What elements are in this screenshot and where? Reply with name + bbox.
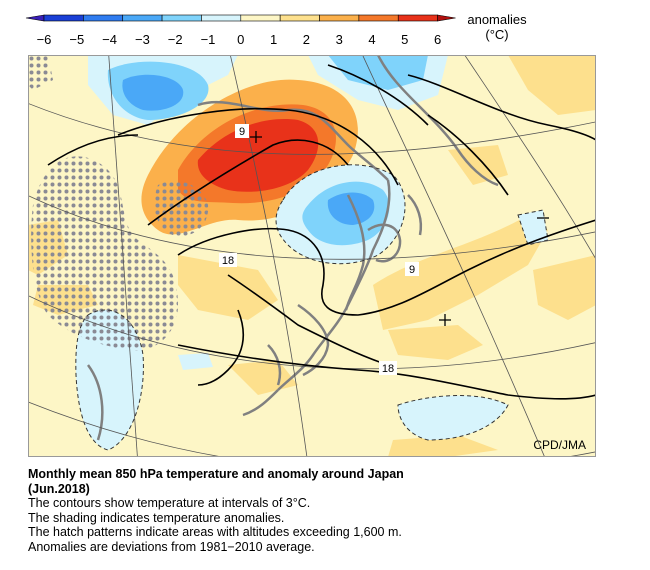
legend-title: anomalies (°C) [462, 12, 532, 42]
colorbar-arrow-high [437, 14, 456, 22]
contour-line [147, 139, 349, 226]
cool-area [122, 74, 184, 111]
caption-line: The hatch patterns indicate areas with a… [28, 525, 402, 539]
colorbar-cell [397, 14, 438, 22]
colorbar-cell [161, 14, 202, 22]
caption-subtitle: (Jun.2018) [28, 481, 90, 496]
colorbar-cell [43, 14, 84, 22]
contour-labels: 9 18 9 18 [219, 124, 419, 375]
colorbar-tick-label: 3 [336, 32, 343, 47]
contour-line [47, 134, 139, 166]
zero-anomaly-lines [75, 164, 549, 451]
contour-line [177, 344, 596, 400]
colorbar-tick-label: −3 [135, 32, 150, 47]
colorbar-tick-label: 5 [401, 32, 408, 47]
caption-line: Anomalies are deviations from 1981−2010 … [28, 539, 315, 554]
contour-line [197, 309, 244, 386]
cool-area [328, 55, 428, 90]
map-frame [28, 55, 596, 457]
colorbar-tick-label: 0 [237, 32, 244, 47]
contour-line [407, 74, 596, 141]
contour-label: 18 [222, 255, 234, 267]
caption-line: The shading indicates temperature anomal… [28, 510, 285, 525]
contour-line [227, 274, 389, 366]
contour-label: 9 [409, 264, 415, 276]
colorbar-cell [319, 14, 360, 22]
caption-line: The contours show temperature at interva… [28, 496, 311, 510]
colorbar-tick-label: −2 [168, 32, 183, 47]
colorbar-tick-label: −5 [69, 32, 84, 47]
warm-area [533, 255, 596, 320]
colorbar-tick-label: −6 [37, 32, 52, 47]
coastline [86, 364, 104, 441]
colorbar-tick-label: 4 [368, 32, 375, 47]
plus-marker [250, 131, 262, 143]
colorbar-tick-label: 6 [434, 32, 441, 47]
coastline [297, 303, 330, 377]
plus-marker [439, 314, 451, 326]
colorbar-cell [358, 14, 399, 22]
anomaly-map: 9 18 9 18 CPD/JMA [28, 55, 596, 457]
coastline [367, 223, 402, 263]
contour-label: 18 [382, 363, 394, 375]
colorbar-ticks: −6 −5 −4 −3 −2 −1 0 1 2 3 4 5 6 [37, 32, 442, 47]
temperature-contours [47, 64, 596, 400]
contour-label: 9 [239, 126, 245, 138]
high-altitude-hatch [28, 55, 209, 351]
anomaly-colorbar: −6 −5 −4 −3 −2 −1 0 1 2 3 4 5 6 [25, 14, 456, 47]
warm-area [388, 435, 498, 457]
colorbar-cell [201, 14, 242, 22]
colorbar-tick-label: 2 [303, 32, 310, 47]
warm-area [508, 55, 596, 115]
caption-title: Monthly mean 850 hPa temperature and ano… [28, 467, 404, 481]
contour-line [327, 64, 429, 126]
cool-area [178, 353, 213, 370]
coastline [344, 194, 366, 311]
colorbar-cells [25, 14, 456, 22]
colorbar-cell [122, 14, 163, 22]
contour-line [177, 219, 596, 316]
colorbar-tick-label: −1 [201, 32, 216, 47]
colorbar-tick-label: 1 [270, 32, 277, 47]
colorbar-cell [279, 14, 320, 22]
coastline [456, 149, 499, 187]
colorbar-cell [83, 14, 124, 22]
legend-title-text: anomalies [467, 12, 527, 27]
warm-area [178, 255, 278, 320]
warm-area [388, 325, 483, 360]
coastline [376, 55, 460, 151]
colorbar-arrow-low [25, 14, 45, 22]
contour-line [117, 107, 399, 186]
graticule [28, 55, 596, 457]
cool-area [327, 192, 375, 225]
coastline [242, 389, 279, 417]
center-markers [250, 131, 549, 326]
warm-area [373, 215, 548, 330]
colorbar-cell [240, 14, 281, 22]
map-credit: CPD/JMA [533, 438, 586, 452]
legend-unit: (°C) [485, 27, 509, 42]
coastline [407, 194, 423, 236]
colorbar-tick-label: −4 [102, 32, 117, 47]
coastline [267, 344, 282, 386]
contour-line [427, 114, 509, 196]
caption: Monthly mean 850 hPa temperature and ano… [28, 467, 628, 554]
